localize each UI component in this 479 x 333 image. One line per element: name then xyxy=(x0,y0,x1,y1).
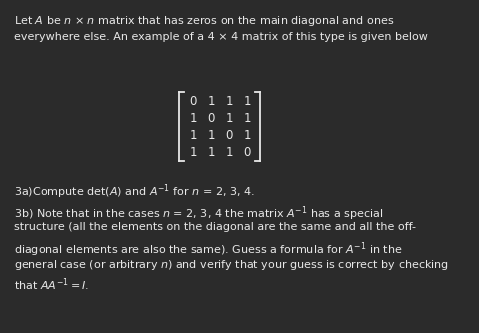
Text: 1: 1 xyxy=(207,146,215,159)
Text: 1: 1 xyxy=(189,129,197,142)
Text: Let $\mathit{A}$ be $\mathit{n}$ × $\mathit{n}$ matrix that has zeros on the mai: Let $\mathit{A}$ be $\mathit{n}$ × $\mat… xyxy=(14,14,394,28)
Text: 3a)Compute det$(A)$ and $A^{-1}$ for $\mathit{n}$ = 2, 3, 4.: 3a)Compute det$(A)$ and $A^{-1}$ for $\m… xyxy=(14,182,255,200)
Text: 1: 1 xyxy=(207,129,215,142)
Text: 1: 1 xyxy=(207,95,215,108)
Text: general case (or arbitrary $\mathit{n}$) and verify that your guess is correct b: general case (or arbitrary $\mathit{n}$)… xyxy=(14,258,449,272)
Text: 1: 1 xyxy=(189,146,197,159)
Text: 0: 0 xyxy=(243,146,251,159)
Text: everywhere else. An example of a 4 × 4 matrix of this type is given below: everywhere else. An example of a 4 × 4 m… xyxy=(14,32,428,42)
Text: that $AA^{-1} = I$.: that $AA^{-1} = I$. xyxy=(14,276,89,293)
Text: 1: 1 xyxy=(243,112,251,125)
Text: 1: 1 xyxy=(225,95,233,108)
Text: 0: 0 xyxy=(207,112,215,125)
Text: 3b) Note that in the cases $\mathit{n}$ = 2, 3, 4 the matrix $A^{-1}$ has a spec: 3b) Note that in the cases $\mathit{n}$ … xyxy=(14,204,383,222)
Text: 1: 1 xyxy=(243,129,251,142)
Text: 0: 0 xyxy=(189,95,197,108)
Text: 1: 1 xyxy=(189,112,197,125)
Text: structure (all the elements on the diagonal are the same and all the off-: structure (all the elements on the diago… xyxy=(14,222,416,232)
Text: diagonal elements are also the same). Guess a formula for $A^{-1}$ in the: diagonal elements are also the same). Gu… xyxy=(14,240,402,259)
Text: 1: 1 xyxy=(225,146,233,159)
Text: 0: 0 xyxy=(225,129,233,142)
Text: 1: 1 xyxy=(243,95,251,108)
Text: 1: 1 xyxy=(225,112,233,125)
